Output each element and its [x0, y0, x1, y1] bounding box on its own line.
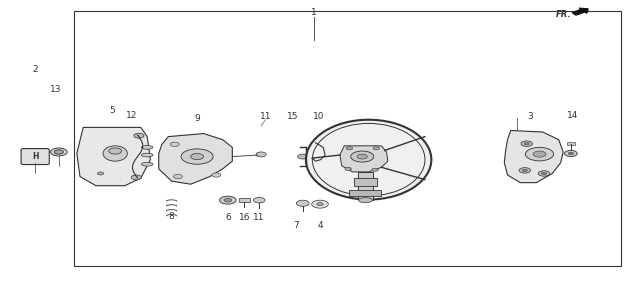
Text: 11: 11	[253, 213, 265, 223]
Text: 5: 5	[109, 106, 115, 115]
Circle shape	[256, 152, 266, 157]
Text: FR.: FR.	[556, 10, 572, 19]
Ellipse shape	[103, 146, 127, 161]
Bar	[239, 198, 250, 202]
Circle shape	[351, 151, 374, 162]
Polygon shape	[340, 146, 388, 172]
Circle shape	[131, 175, 141, 180]
Circle shape	[181, 149, 213, 164]
Circle shape	[345, 167, 351, 170]
Circle shape	[372, 168, 378, 171]
Circle shape	[317, 203, 323, 206]
Circle shape	[54, 150, 63, 154]
Circle shape	[220, 196, 236, 204]
Circle shape	[51, 148, 67, 156]
Circle shape	[543, 153, 548, 155]
Circle shape	[224, 198, 232, 202]
Bar	[74, 11, 621, 266]
Ellipse shape	[312, 123, 425, 196]
Text: 8: 8	[169, 212, 174, 221]
Text: 12: 12	[125, 111, 137, 120]
Circle shape	[298, 154, 308, 159]
Bar	[354, 178, 377, 186]
Circle shape	[357, 154, 367, 159]
Polygon shape	[77, 127, 150, 186]
Text: 13: 13	[50, 84, 61, 94]
Circle shape	[134, 133, 144, 138]
Text: 1: 1	[311, 8, 316, 17]
Circle shape	[296, 200, 309, 206]
Text: 2: 2	[33, 64, 38, 74]
Circle shape	[109, 148, 122, 154]
Bar	[567, 142, 575, 145]
Text: 11: 11	[260, 112, 271, 121]
FancyBboxPatch shape	[21, 149, 49, 165]
Circle shape	[568, 152, 573, 155]
Circle shape	[212, 173, 221, 177]
Text: 4: 4	[317, 221, 323, 230]
Circle shape	[253, 197, 265, 203]
Circle shape	[346, 147, 353, 150]
Ellipse shape	[358, 198, 372, 203]
Circle shape	[173, 174, 182, 179]
Text: 6: 6	[225, 213, 230, 223]
Ellipse shape	[306, 120, 431, 200]
Circle shape	[373, 147, 380, 150]
Ellipse shape	[141, 153, 153, 157]
Circle shape	[564, 150, 577, 157]
FancyArrow shape	[572, 8, 588, 15]
Text: 10: 10	[313, 112, 324, 121]
Circle shape	[521, 141, 532, 146]
Circle shape	[538, 171, 550, 176]
Circle shape	[541, 172, 547, 175]
Text: 7: 7	[294, 221, 299, 230]
Text: 16: 16	[239, 213, 250, 223]
Text: 9: 9	[195, 114, 200, 123]
Circle shape	[191, 154, 204, 160]
Circle shape	[97, 172, 104, 175]
Circle shape	[170, 142, 179, 146]
Ellipse shape	[141, 162, 153, 166]
Bar	[358, 172, 373, 200]
Text: 15: 15	[287, 112, 299, 121]
Text: 3: 3	[527, 112, 532, 121]
Circle shape	[519, 168, 531, 173]
Circle shape	[533, 151, 546, 157]
Circle shape	[524, 142, 529, 145]
Circle shape	[540, 151, 552, 157]
Bar	[349, 190, 381, 196]
Circle shape	[312, 200, 328, 208]
Text: H: H	[32, 152, 38, 161]
Text: 14: 14	[566, 111, 578, 120]
Polygon shape	[159, 134, 232, 184]
Circle shape	[522, 169, 527, 172]
Circle shape	[525, 147, 554, 161]
Polygon shape	[504, 130, 563, 183]
Ellipse shape	[141, 146, 153, 149]
